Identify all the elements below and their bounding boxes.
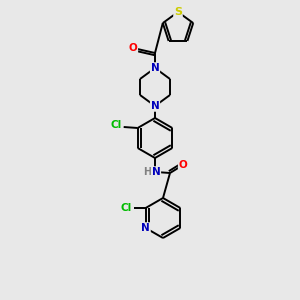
Text: N: N <box>151 63 159 73</box>
Text: O: O <box>129 43 137 53</box>
Text: N: N <box>152 167 160 177</box>
Text: S: S <box>174 7 182 17</box>
Text: O: O <box>178 160 188 170</box>
Text: N: N <box>141 223 150 233</box>
Text: Cl: Cl <box>110 120 121 130</box>
Text: Cl: Cl <box>120 203 131 213</box>
Text: N: N <box>151 101 159 111</box>
Text: H: H <box>143 167 151 177</box>
